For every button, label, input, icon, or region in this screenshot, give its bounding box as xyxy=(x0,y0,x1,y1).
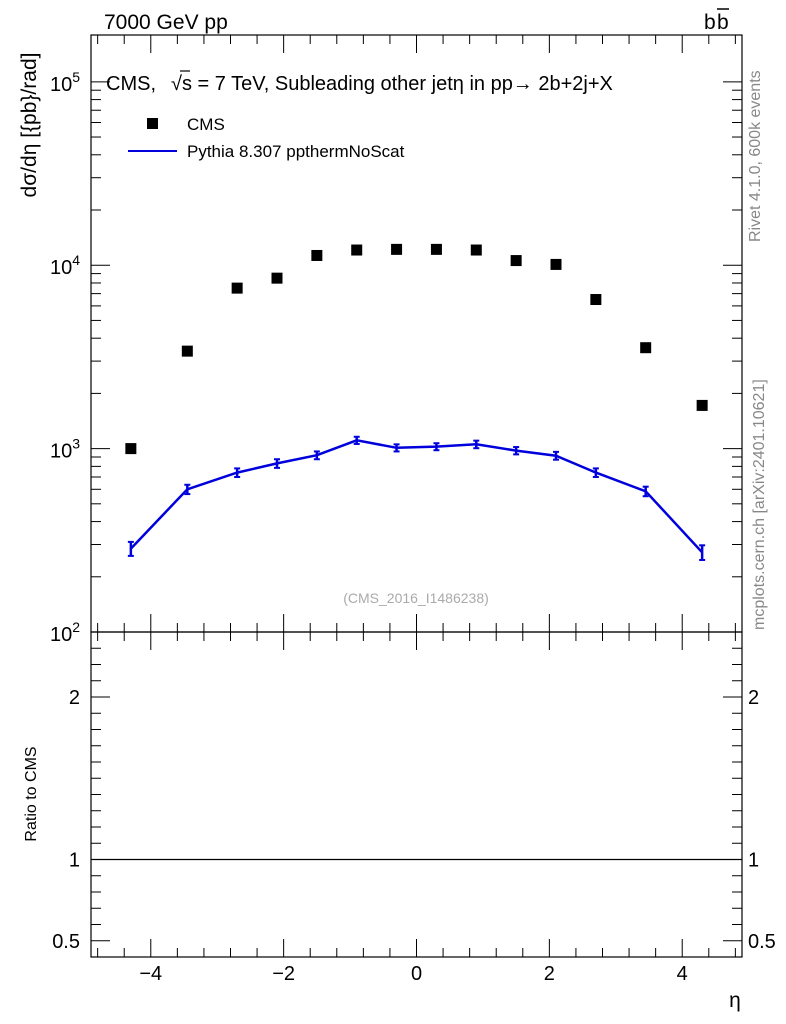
cms-point xyxy=(231,282,243,294)
ratio-y-tick-label-left: 0.5 xyxy=(52,931,80,953)
chart-title-rest: s = 7 TeV, Subleading other jetη in pp→ … xyxy=(182,73,613,95)
cms-series xyxy=(125,243,708,455)
source-label: mcplots.cern.ch [arXiv:2401.10621] xyxy=(751,379,768,630)
x-tick-label: 0 xyxy=(411,963,422,985)
chart-title-prefix: CMS, xyxy=(106,73,156,95)
cms-point xyxy=(640,342,652,354)
cms-point xyxy=(311,249,323,261)
x-tick-label: 4 xyxy=(677,963,688,985)
legend-cms-label: CMS xyxy=(187,115,225,134)
legend-cms-marker xyxy=(147,118,158,129)
process-bar: b xyxy=(717,11,729,34)
y-axis-label: dσ/dη [{pb}/rad] xyxy=(18,53,41,198)
x-tick-labels: −4 −2 0 2 4 xyxy=(139,963,687,985)
ratio-panel: 0.5 0.5 1 1 2 2 xyxy=(52,631,776,958)
legend-pythia-label: Pythia 8.307 ppthermNoScat xyxy=(187,142,405,161)
y-tick-label: 103 xyxy=(50,436,80,463)
cms-point xyxy=(550,258,562,270)
y-tick-label: 104 xyxy=(50,252,80,279)
main-x-ticks xyxy=(97,35,736,632)
pythia-series xyxy=(127,435,706,561)
cms-point xyxy=(696,399,708,411)
analysis-id: (CMS_2016_I1486238) xyxy=(343,590,489,606)
cms-point xyxy=(430,243,442,255)
ratio-y-tick-label-right: 0.5 xyxy=(748,931,776,953)
ratio-panel-frame xyxy=(90,631,743,958)
y-tick-label: 102 xyxy=(50,619,80,646)
cms-point xyxy=(181,345,193,357)
ratio-x-ticks xyxy=(97,632,736,957)
energy-label: 7000 GeV pp xyxy=(104,11,228,34)
legend: CMS Pythia 8.307 ppthermNoScat xyxy=(128,115,405,161)
x-tick-label: −4 xyxy=(139,963,162,985)
ratio-y-tick-label-right: 2 xyxy=(748,687,759,709)
chart-title-sqrt: √ xyxy=(171,73,182,95)
cms-point xyxy=(271,272,283,284)
rivet-label: Rivet 4.1.0, 600k events xyxy=(747,70,764,242)
ratio-y-tick-label-right: 1 xyxy=(748,850,759,872)
pythia-line xyxy=(129,439,704,554)
ratio-y-ticks xyxy=(91,631,742,958)
ratio-y-tick-label-left: 2 xyxy=(69,687,80,709)
cms-point xyxy=(351,244,363,256)
cms-point xyxy=(391,243,403,255)
chart-title: CMS, √ s = 7 TeV, Subleading other jetη … xyxy=(106,70,613,95)
process-base: b xyxy=(704,11,716,34)
cms-point xyxy=(590,294,602,306)
x-tick-label: 2 xyxy=(544,963,555,985)
y-tick-label: 105 xyxy=(50,69,80,96)
ratio-y-tick-label-left: 1 xyxy=(69,850,80,872)
ratio-y-tick-labels: 0.5 0.5 1 1 2 2 xyxy=(52,687,776,953)
x-tick-label: −2 xyxy=(272,963,295,985)
main-y-tick-labels: 102 103 104 105 xyxy=(50,69,80,646)
cms-point xyxy=(470,244,482,256)
cms-point xyxy=(125,443,137,455)
main-y-ticks xyxy=(91,81,742,633)
cms-point xyxy=(510,255,522,267)
x-axis-label: η xyxy=(729,989,741,1012)
ratio-y-axis-label: Ratio to CMS xyxy=(23,746,40,841)
process-label: b b xyxy=(704,8,729,34)
